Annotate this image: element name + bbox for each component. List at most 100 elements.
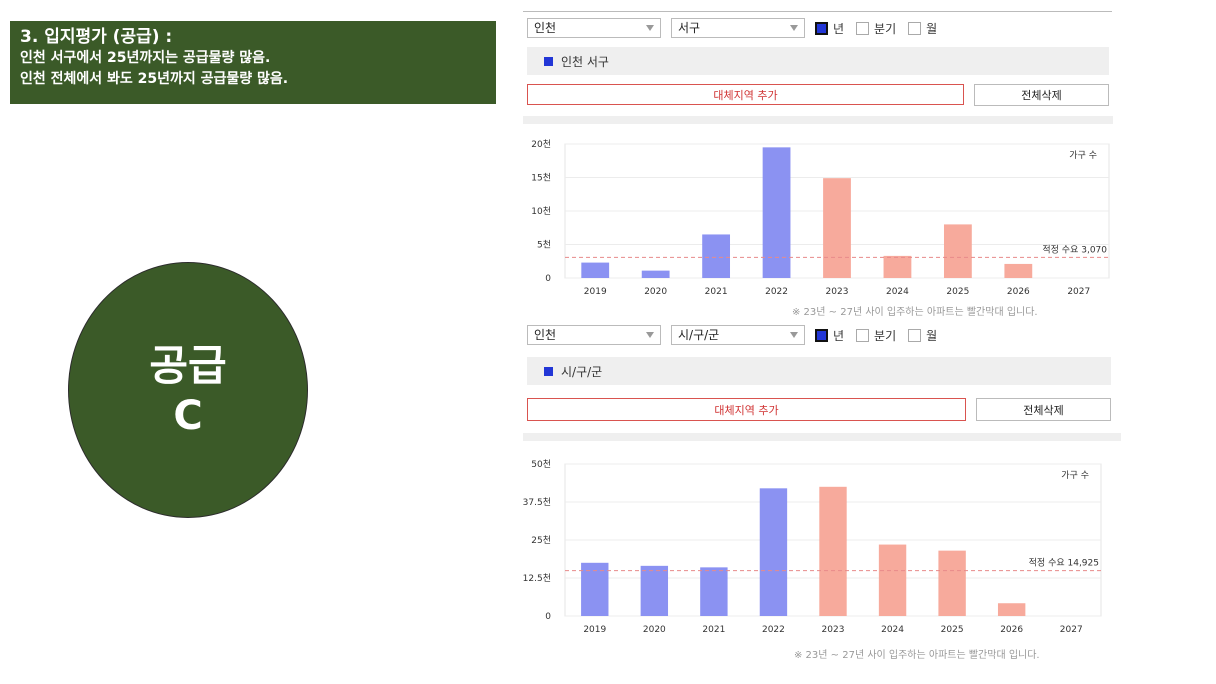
region-select[interactable]: 인천 bbox=[527, 325, 661, 345]
period-label: 분기 bbox=[874, 328, 897, 343]
y-tick-label: 20천 bbox=[531, 139, 551, 150]
bar-2024 bbox=[883, 255, 912, 278]
period-month-checkbox[interactable]: 월 bbox=[908, 20, 937, 37]
series-color-swatch bbox=[544, 56, 553, 66]
section-separator bbox=[523, 433, 1121, 441]
bar-2021 bbox=[702, 234, 731, 278]
bar-2022 bbox=[762, 147, 791, 278]
y-tick-label: 50천 bbox=[531, 459, 551, 470]
bar-2020 bbox=[641, 270, 670, 278]
bar-2024 bbox=[878, 544, 907, 616]
x-tick-label: 2021 bbox=[702, 625, 725, 635]
district-select[interactable]: 서구 bbox=[671, 18, 805, 38]
series-label: 시/구/군 bbox=[561, 364, 603, 379]
x-tick-label: 2023 bbox=[826, 287, 849, 297]
delete-all-button[interactable]: 전체삭제 bbox=[974, 84, 1109, 106]
period-quarter-checkbox[interactable]: 분기 bbox=[856, 327, 896, 344]
district-select-value: 시/구/군 bbox=[678, 328, 720, 342]
y-tick-label: 37.5천 bbox=[523, 497, 551, 508]
slide-title: 3. 입지평가 (공급) : bbox=[20, 27, 173, 47]
y-tick-label: 0 bbox=[545, 274, 551, 284]
unit-label: 가구 수 bbox=[1061, 470, 1089, 481]
summary-line-2: 인천 전체에서 봐도 25년까지 공급물량 많음. bbox=[20, 71, 289, 87]
grade-value: C bbox=[173, 393, 203, 439]
add-region-label: 대체지역 추가 bbox=[713, 88, 778, 102]
chart-note: ※ 23년 ~ 27년 사이 입주하는 아파트는 빨간막대 입니다. bbox=[792, 307, 1038, 318]
bar-2020 bbox=[640, 565, 669, 616]
chevron-down-icon bbox=[646, 25, 654, 31]
supply-chart-incheon: 0 12.5천 25천 37.5천 50천 2019 2020 2021 2022 2023 202… bbox=[523, 452, 1113, 642]
title-box: 3. 입지평가 (공급) : 인천 서구에서 25년까지는 공급물량 많음. 인… bbox=[10, 21, 496, 104]
chevron-down-icon bbox=[646, 332, 654, 338]
bar-2021 bbox=[700, 567, 728, 616]
region-select[interactable]: 인천 bbox=[527, 18, 661, 38]
y-tick-label: 15천 bbox=[531, 173, 551, 184]
series-label: 인천 서구 bbox=[561, 54, 609, 69]
x-tick-label: 2025 bbox=[946, 287, 969, 297]
x-tick-label: 2021 bbox=[705, 287, 728, 297]
bar-2023 bbox=[823, 178, 851, 278]
summary-line-1: 인천 서구에서 25년까지는 공급물량 많음. bbox=[20, 50, 271, 66]
bar-2025 bbox=[938, 550, 966, 616]
x-tick-label: 2020 bbox=[643, 625, 666, 635]
y-tick-label: 5천 bbox=[537, 240, 551, 251]
bar-2026 bbox=[997, 603, 1026, 616]
bar-2019 bbox=[581, 562, 609, 616]
x-tick-label: 2027 bbox=[1060, 625, 1083, 635]
checkbox-box bbox=[815, 328, 828, 342]
delete-all-button[interactable]: 전체삭제 bbox=[976, 398, 1111, 421]
unit-label: 가구 수 bbox=[1069, 150, 1097, 161]
delete-all-label: 전체삭제 bbox=[1023, 403, 1064, 417]
period-year-checkbox[interactable]: 년 bbox=[815, 20, 844, 37]
bar-2025 bbox=[943, 224, 972, 278]
y-tick-label: 12.5천 bbox=[523, 573, 551, 584]
grade-label: 공급 bbox=[149, 341, 227, 390]
checkbox-box bbox=[815, 21, 828, 35]
y-tick-label: 0 bbox=[545, 612, 551, 622]
checkbox-box bbox=[856, 328, 870, 342]
x-tick-label: 2019 bbox=[583, 625, 606, 635]
x-tick-label: 2022 bbox=[762, 625, 785, 635]
checkbox-box bbox=[856, 21, 870, 35]
divider bbox=[523, 11, 1112, 12]
add-region-label: 대체지역 추가 bbox=[714, 403, 779, 417]
x-tick-label: 2020 bbox=[644, 287, 667, 297]
period-label: 년 bbox=[833, 328, 845, 343]
supply-chart-seogu: 0 5천 10천 15천 20천 2019 2020 2021 2022 2023 2024 2025… bbox=[523, 130, 1113, 302]
x-tick-label: 2024 bbox=[881, 625, 904, 635]
series-legend: 시/구/군 bbox=[527, 357, 1111, 385]
chart-svg: 0 12.5천 25천 37.5천 50천 2019 2020 2021 2022 2023 202… bbox=[523, 459, 1102, 635]
series-legend: 인천 서구 bbox=[527, 47, 1109, 75]
period-month-checkbox[interactable]: 월 bbox=[908, 327, 937, 344]
add-region-button[interactable]: 대체지역 추가 bbox=[527, 398, 966, 421]
section-separator bbox=[523, 116, 1113, 124]
period-label: 분기 bbox=[874, 21, 897, 36]
period-label: 월 bbox=[926, 21, 938, 36]
period-year-checkbox[interactable]: 년 bbox=[815, 327, 844, 344]
chart-note: ※ 23년 ~ 27년 사이 입주하는 아파트는 빨간막대 입니다. bbox=[794, 650, 1040, 661]
delete-all-label: 전체삭제 bbox=[1021, 89, 1062, 102]
x-tick-label: 2024 bbox=[886, 287, 909, 297]
x-tick-label: 2026 bbox=[1007, 287, 1030, 297]
x-tick-label: 2026 bbox=[1000, 625, 1023, 635]
checkbox-box bbox=[908, 328, 922, 342]
chevron-down-icon bbox=[790, 25, 798, 31]
x-tick-label: 2022 bbox=[765, 287, 788, 297]
x-tick-label: 2025 bbox=[941, 625, 964, 635]
bar-2019 bbox=[581, 262, 610, 278]
chart-svg: 0 5천 10천 15천 20천 2019 2020 2021 2022 2023 2024 2025… bbox=[531, 139, 1110, 297]
checkbox-box bbox=[908, 21, 922, 35]
grade-circle: 공급 C bbox=[68, 262, 308, 518]
district-select[interactable]: 시/구/군 bbox=[671, 325, 805, 345]
add-region-button[interactable]: 대체지역 추가 bbox=[527, 84, 964, 105]
y-tick-label: 10천 bbox=[531, 206, 551, 217]
demand-label: 적정 수요 14,925 bbox=[1029, 557, 1099, 569]
x-tick-label: 2027 bbox=[1067, 287, 1090, 297]
period-label: 년 bbox=[833, 21, 845, 36]
filter-row-2: 인천 시/구/군 년 분기 월 bbox=[527, 324, 949, 346]
district-select-value: 서구 bbox=[678, 21, 701, 35]
period-quarter-checkbox[interactable]: 분기 bbox=[856, 20, 896, 37]
region-select-value: 인천 bbox=[534, 21, 557, 35]
bar-2022 bbox=[759, 488, 788, 616]
bar-2026 bbox=[1004, 263, 1033, 278]
